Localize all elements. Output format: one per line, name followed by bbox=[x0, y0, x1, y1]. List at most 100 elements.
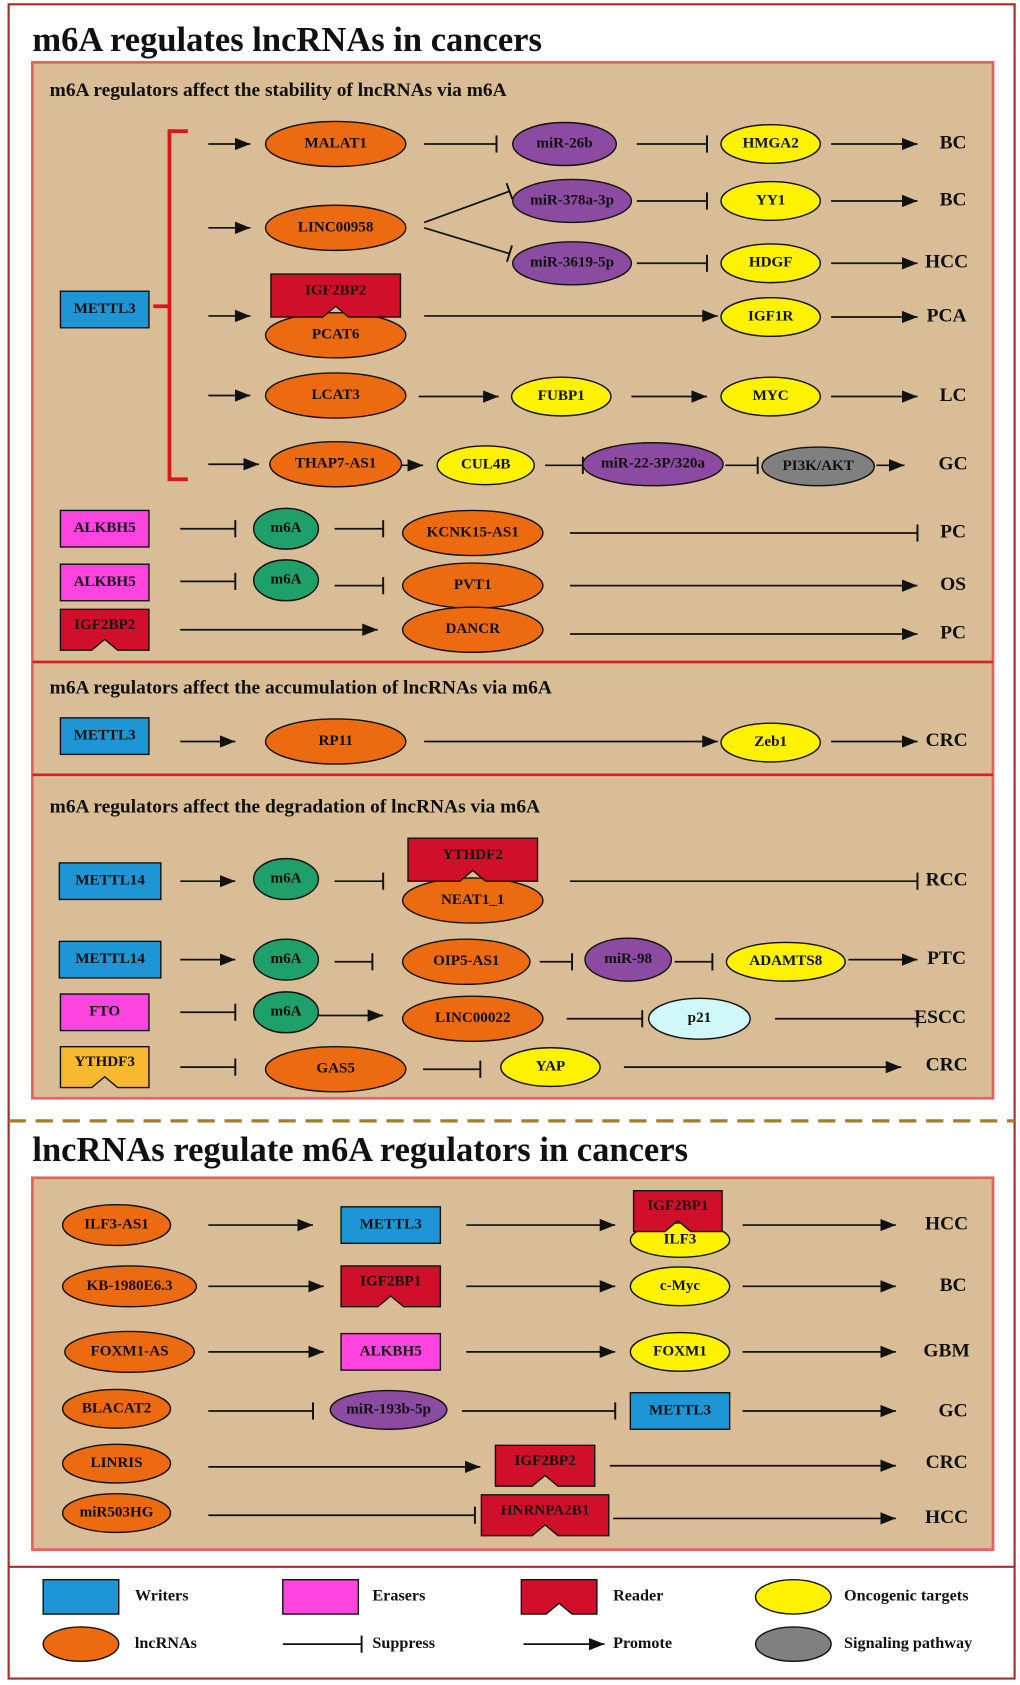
reader bbox=[59, 1045, 150, 1089]
lncrna bbox=[401, 938, 531, 986]
eraser bbox=[59, 509, 150, 548]
node-label: OIP5-AS1 bbox=[433, 953, 499, 969]
m6a bbox=[252, 938, 320, 981]
node-label: ILF3 bbox=[664, 1232, 697, 1248]
legend-label: Suppress bbox=[372, 1635, 435, 1652]
cancer-label: ESCC bbox=[914, 1007, 966, 1028]
cancer-label: GC bbox=[939, 454, 968, 475]
lncrna bbox=[61, 1265, 198, 1308]
lncrna bbox=[264, 1045, 407, 1093]
lncrna bbox=[61, 1388, 172, 1429]
cancer-label: BC bbox=[940, 189, 967, 210]
writer bbox=[42, 1578, 120, 1615]
cancer-label: BC bbox=[940, 132, 967, 153]
node-label: LINRIS bbox=[91, 1455, 143, 1471]
node-label: miR-193b-5p bbox=[346, 1401, 431, 1417]
node-label: METTL3 bbox=[360, 1217, 423, 1233]
suppress-line bbox=[423, 226, 510, 255]
node-label: BLACAT2 bbox=[82, 1400, 151, 1416]
cancer-label: PCA bbox=[927, 305, 967, 326]
node-label: METTL3 bbox=[74, 301, 137, 317]
cancer-label: PC bbox=[940, 521, 966, 542]
reader bbox=[632, 1189, 723, 1233]
node-label: IGF2BP2 bbox=[514, 1453, 575, 1469]
mirna bbox=[329, 1389, 448, 1430]
node-label: FTO bbox=[89, 1004, 120, 1020]
eraser bbox=[59, 563, 150, 602]
cancer-label: HCC bbox=[925, 252, 968, 273]
node-label: YY1 bbox=[756, 192, 785, 208]
legend-label: Writers bbox=[135, 1588, 189, 1605]
legend-label: Reader bbox=[613, 1588, 663, 1605]
lncrna bbox=[264, 312, 407, 359]
reader bbox=[494, 1444, 596, 1487]
node-label: Zeb1 bbox=[754, 734, 787, 750]
writer bbox=[59, 290, 150, 329]
cancer-label: CRC bbox=[926, 730, 968, 751]
cancer-label: BC bbox=[940, 1275, 967, 1296]
panel bbox=[31, 1176, 995, 1551]
node-label: METTL14 bbox=[75, 951, 145, 967]
node-label: RP11 bbox=[318, 733, 352, 749]
node-label: METTL3 bbox=[649, 1402, 712, 1418]
node-label: ADAMTS8 bbox=[749, 953, 822, 969]
oncogenic-target bbox=[720, 722, 822, 763]
target bbox=[647, 997, 751, 1040]
oncogenic-target bbox=[500, 1047, 601, 1088]
legend-label: Promote bbox=[613, 1635, 672, 1652]
node-label: m6A bbox=[271, 871, 302, 887]
mirna bbox=[582, 442, 724, 487]
eraser bbox=[340, 1332, 442, 1371]
m6a bbox=[252, 507, 320, 550]
node-label: DANCR bbox=[446, 621, 502, 637]
node-label: METTL14 bbox=[75, 873, 145, 889]
cancer-label: OS bbox=[940, 574, 966, 595]
oncogenic-target bbox=[510, 376, 612, 417]
node-label: KB-1980E6.3 bbox=[87, 1278, 173, 1294]
node-label: HDGF bbox=[749, 255, 793, 271]
section-title: m6A regulators affect the stability of l… bbox=[50, 80, 507, 101]
node-label: METTL3 bbox=[74, 728, 137, 744]
lncrna bbox=[61, 1203, 172, 1247]
mirna bbox=[511, 178, 633, 224]
writer bbox=[59, 717, 150, 756]
node-label: ALKBH5 bbox=[360, 1343, 422, 1359]
lncrna bbox=[264, 204, 407, 252]
legend-label: Erasers bbox=[372, 1588, 425, 1605]
section-title: m6A regulators affect the degradation of… bbox=[50, 797, 540, 818]
node-label: FOXM1 bbox=[653, 1343, 707, 1359]
oncogenic-target bbox=[720, 123, 822, 165]
node-label: c-Myc bbox=[660, 1278, 701, 1294]
cancer-label: GC bbox=[939, 1401, 968, 1422]
node-label: MYC bbox=[753, 388, 789, 404]
reader bbox=[59, 608, 150, 651]
node-label: p21 bbox=[688, 1010, 712, 1026]
node-label: YTHDF3 bbox=[75, 1054, 136, 1070]
node-label: m6A bbox=[271, 1004, 302, 1020]
node-label: MALAT1 bbox=[304, 135, 367, 151]
oncogenic-target bbox=[725, 941, 846, 982]
node-label: LINC00958 bbox=[298, 219, 374, 235]
cancer-label: PC bbox=[940, 623, 966, 644]
m6a bbox=[252, 991, 320, 1034]
m6a bbox=[252, 857, 320, 901]
reader bbox=[480, 1494, 610, 1537]
node-label: HMGA2 bbox=[743, 135, 799, 151]
node-label: NEAT1_1 bbox=[441, 892, 504, 908]
node-label: miR-26b bbox=[536, 135, 592, 151]
node-label: ALKBH5 bbox=[74, 574, 136, 590]
node-label: IGF1R bbox=[748, 308, 794, 324]
cancer-label: PTC bbox=[927, 948, 966, 969]
node-label: miR-378a-3p bbox=[530, 192, 614, 208]
cancer-label: GBM bbox=[923, 1340, 969, 1361]
cancer-label: HCC bbox=[925, 1214, 968, 1235]
lncrna bbox=[401, 606, 544, 653]
lncrna bbox=[269, 440, 403, 488]
lncrna bbox=[401, 877, 544, 924]
oncogenic-target bbox=[720, 180, 822, 221]
node-label: m6A bbox=[271, 951, 302, 967]
writer bbox=[58, 862, 162, 901]
node-label: HNRNPA2B1 bbox=[501, 1502, 590, 1518]
